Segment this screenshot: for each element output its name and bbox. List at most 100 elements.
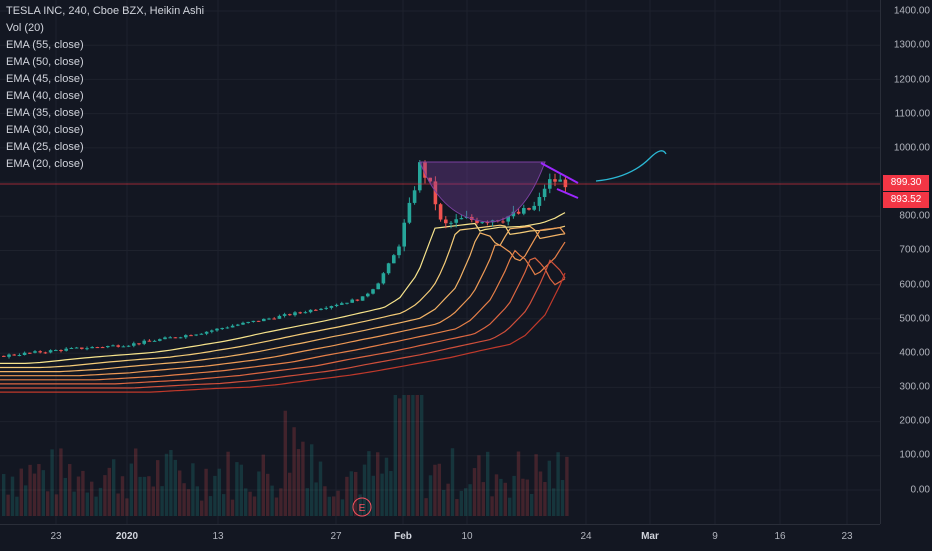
volume-bar xyxy=(239,464,243,516)
volume-bar xyxy=(288,472,292,516)
volume-bar xyxy=(156,460,160,516)
price-tick-label: 1200.00 xyxy=(893,74,930,86)
legend-indicator[interactable]: EMA (55, close) xyxy=(6,39,84,51)
candle-body xyxy=(407,202,412,223)
legend-indicator[interactable]: EMA (35, close) xyxy=(6,107,84,119)
volume-bar xyxy=(283,410,287,516)
candle-body xyxy=(438,204,443,220)
volume-bar xyxy=(32,473,37,516)
candle-body xyxy=(537,197,542,206)
chart-area[interactable]: E TESLA INC, 240, Cboe BZX, Heikin Ashi … xyxy=(0,0,880,524)
candle-body xyxy=(17,355,22,357)
volume-bar xyxy=(521,478,525,516)
volume-bar xyxy=(147,476,151,516)
volume-bar xyxy=(72,491,76,516)
candle-body xyxy=(246,321,250,323)
candle-body xyxy=(345,302,349,304)
volume-bar xyxy=(85,492,89,516)
volume-bar xyxy=(345,476,349,516)
legend-title[interactable]: TESLA INC, 240, Cboe BZX, Heikin Ashi xyxy=(6,5,205,17)
candle-body xyxy=(54,350,58,352)
volume-bar xyxy=(406,395,411,516)
volume-bar xyxy=(90,481,94,516)
volume-bar xyxy=(46,491,50,516)
time-tick-label: 2020 xyxy=(115,531,139,542)
volume-bar xyxy=(37,464,41,516)
candle-body xyxy=(277,315,282,319)
volume-bar xyxy=(116,493,120,516)
candle-body xyxy=(532,205,536,210)
candle-body xyxy=(282,314,287,316)
legend-indicator[interactable]: EMA (25, close) xyxy=(6,141,84,153)
volume-bar xyxy=(380,473,384,516)
candle-body xyxy=(210,330,214,332)
candle-body xyxy=(194,334,198,336)
legend-indicator[interactable]: EMA (40, close) xyxy=(6,90,84,102)
candle-body xyxy=(152,340,157,342)
volume-bar xyxy=(160,486,164,516)
volume-bar xyxy=(349,471,353,516)
candle-body xyxy=(371,289,375,294)
volume-bar xyxy=(494,474,499,516)
candle-body xyxy=(204,331,209,334)
price-tick-label: 1000.00 xyxy=(893,142,930,154)
candle-body xyxy=(288,314,292,316)
candle-body xyxy=(553,179,557,182)
time-tick-label: 24 xyxy=(580,531,592,542)
volume-bar xyxy=(59,448,63,516)
candle-body xyxy=(251,320,256,322)
candle-body xyxy=(225,327,230,329)
candle-body xyxy=(366,293,370,297)
candle-body xyxy=(392,255,396,264)
volume-bar xyxy=(230,499,235,516)
drawings[interactable]: E xyxy=(0,150,880,517)
volume-bar xyxy=(204,468,208,516)
candle-body xyxy=(137,343,141,345)
legend-indicator[interactable]: Vol (20) xyxy=(6,22,44,34)
volume-bar xyxy=(472,468,477,516)
candle-body xyxy=(199,333,204,335)
volume-bar xyxy=(169,450,173,516)
volume-bar xyxy=(547,460,551,516)
volume-bar xyxy=(19,468,23,516)
price-tick-label: 600.00 xyxy=(899,279,930,291)
candle-body xyxy=(272,318,276,320)
chart-svg[interactable]: E xyxy=(0,0,880,524)
candle-body xyxy=(360,296,365,301)
volume-bar xyxy=(512,475,516,516)
volume-bar xyxy=(200,500,204,516)
volume-bar xyxy=(98,487,103,516)
volume-bar xyxy=(2,474,6,516)
volume-bar xyxy=(424,498,428,516)
candle-body xyxy=(563,179,568,188)
price-tick-label: 0.00 xyxy=(910,484,930,496)
candle-body xyxy=(168,337,172,339)
volume-bar xyxy=(138,476,142,516)
candle-body xyxy=(116,345,120,347)
price-axis[interactable]: 1400.00 1300.00 1200.00 1100.00 1000.00 … xyxy=(880,0,932,524)
volume-bar xyxy=(411,395,415,516)
candle-body xyxy=(132,343,136,346)
candle-body xyxy=(470,216,474,221)
ema-line xyxy=(0,241,566,381)
line-price-tag: 893.52 xyxy=(883,192,929,208)
legend-indicator[interactable]: EMA (30, close) xyxy=(6,124,84,136)
volume-bar xyxy=(367,451,371,516)
candle-body xyxy=(314,309,318,311)
volume-bar xyxy=(112,459,116,516)
legend-indicator[interactable]: EMA (50, close) xyxy=(6,56,84,68)
time-axis[interactable]: 23 2020 13 27 Feb 10 24 Mar 9 16 23 xyxy=(0,524,880,551)
pennant-upper-line xyxy=(540,162,579,184)
volume-bar xyxy=(402,395,406,516)
legend-indicator[interactable]: EMA (20, close) xyxy=(6,158,84,170)
candle-body xyxy=(298,312,302,314)
volume-bar xyxy=(103,475,107,516)
time-tick-label: Mar xyxy=(641,531,659,542)
volume-bar xyxy=(477,455,481,516)
candle-body xyxy=(516,211,521,214)
candle-body xyxy=(189,335,193,337)
volume-bar xyxy=(68,464,72,516)
legend-indicator[interactable]: EMA (45, close) xyxy=(6,73,84,85)
pennant-lower-line xyxy=(556,188,579,199)
volume-bar xyxy=(120,476,125,516)
